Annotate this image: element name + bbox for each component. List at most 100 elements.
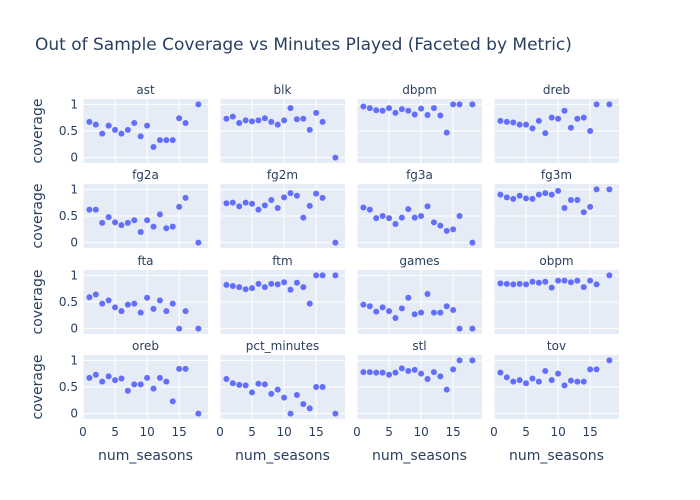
data-point	[281, 279, 288, 286]
data-point	[548, 114, 555, 121]
data-point	[332, 154, 339, 161]
x-tick-label: 0	[79, 425, 87, 439]
facet-title: stl	[412, 339, 426, 353]
data-point	[182, 120, 189, 126]
x-tick-label: 10	[276, 425, 291, 439]
x-tick-label: 15	[446, 425, 461, 439]
chart-title: Out of Sample Coverage vs Minutes Played…	[35, 35, 572, 55]
y-tick-label: 1	[70, 353, 78, 367]
data-point	[456, 325, 463, 332]
data-point	[450, 101, 457, 108]
data-point	[443, 129, 450, 136]
x-tick-label: 15	[583, 425, 598, 439]
data-point	[386, 105, 393, 112]
data-point	[587, 128, 594, 134]
data-point	[105, 122, 112, 129]
data-point	[268, 197, 275, 203]
data-point	[261, 202, 268, 209]
data-point	[430, 105, 437, 112]
data-point	[529, 125, 536, 132]
data-point	[300, 214, 307, 221]
data-point	[137, 229, 144, 235]
data-point	[503, 280, 510, 287]
data-point	[163, 225, 170, 232]
data-point	[242, 117, 249, 124]
data-point	[450, 226, 457, 233]
data-point	[86, 118, 93, 125]
y-tick-label: 0	[70, 407, 78, 421]
data-point	[450, 307, 457, 313]
data-point	[306, 300, 313, 307]
data-point	[150, 223, 157, 230]
data-point	[99, 219, 106, 226]
data-point	[411, 214, 418, 221]
data-point	[373, 107, 380, 114]
data-point	[131, 381, 138, 388]
data-point	[287, 190, 294, 197]
data-point	[516, 377, 523, 384]
data-point	[300, 115, 307, 122]
y-tick-label: 0.5	[59, 380, 78, 394]
data-point	[131, 120, 138, 126]
data-point	[223, 376, 230, 382]
data-point	[535, 117, 542, 124]
data-point	[469, 357, 476, 364]
data-point	[281, 394, 288, 401]
data-point	[255, 117, 262, 124]
data-point	[574, 378, 581, 385]
data-point	[223, 115, 230, 122]
data-point	[236, 203, 243, 210]
data-point	[535, 279, 542, 286]
data-point	[555, 187, 562, 194]
data-point	[261, 115, 268, 122]
data-point	[523, 121, 530, 128]
facet-panel-blk: blk	[219, 83, 345, 163]
data-point	[430, 219, 437, 226]
facet-title: fg3a	[406, 168, 433, 182]
y-tick-label: 1	[70, 97, 78, 111]
y-tick-label: 0.5	[59, 209, 78, 223]
facet-title: dreb	[543, 83, 570, 97]
data-point	[319, 272, 326, 279]
data-point	[418, 309, 425, 316]
data-point	[242, 382, 249, 389]
data-point	[195, 410, 202, 417]
data-point	[293, 116, 300, 123]
facet-panel-fg3a: fg3a	[356, 168, 482, 248]
data-point	[593, 101, 600, 108]
data-point	[306, 126, 313, 133]
data-point	[379, 107, 386, 114]
data-point	[437, 373, 444, 380]
y-axis-label: coverage	[30, 99, 46, 164]
data-point	[223, 200, 230, 207]
data-point	[386, 371, 393, 378]
data-point	[405, 294, 412, 301]
data-point	[274, 281, 281, 288]
y-axis-label: coverage	[30, 355, 46, 420]
data-point	[574, 197, 581, 203]
data-point	[313, 109, 320, 116]
data-point	[555, 370, 562, 377]
data-point	[392, 315, 399, 321]
data-point	[379, 304, 386, 311]
data-point	[606, 357, 613, 364]
data-point	[332, 410, 339, 417]
data-point	[236, 120, 243, 126]
data-point	[137, 133, 144, 140]
data-point	[424, 112, 431, 118]
data-point	[567, 197, 574, 203]
data-point	[229, 380, 236, 387]
y-tick-label: 0	[70, 322, 78, 336]
data-point	[86, 206, 93, 213]
data-point	[555, 115, 562, 122]
x-axis-label: num_seasons	[372, 448, 467, 464]
data-point	[561, 107, 568, 114]
data-point	[542, 368, 549, 374]
data-point	[437, 222, 444, 229]
facet-title: dbpm	[402, 83, 437, 97]
data-point	[144, 294, 151, 301]
facet-panel-fta: fta 0 0.5 1	[59, 254, 208, 336]
data-point	[156, 137, 163, 144]
data-point	[510, 378, 517, 385]
data-point	[150, 385, 157, 392]
